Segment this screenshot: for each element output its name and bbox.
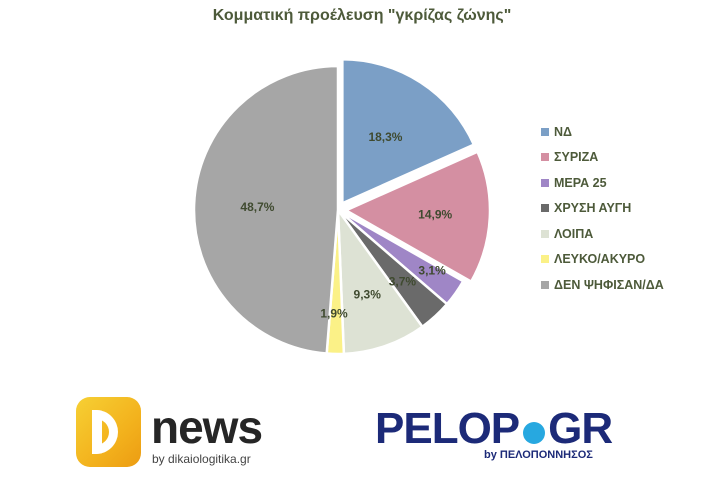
legend-item-νδ: ΝΔ: [541, 119, 664, 145]
legend-item-χρυση-αυγη: ΧΡΥΣΗ ΑΥΓΗ: [541, 196, 664, 222]
data-label-χρυση-αυγη: 3,7%: [389, 275, 417, 289]
legend-swatch: [541, 255, 549, 264]
pie-slice-δεν-ψηφισαν-δα: [192, 64, 340, 355]
legend-label: ΜΕΡΑ 25: [554, 175, 607, 190]
data-label-συριζα: 14,9%: [418, 208, 452, 222]
pie-slice-νδ: [341, 58, 476, 205]
legend-item-μερα-25: ΜΕΡΑ 25: [541, 170, 664, 196]
legend-label: ΝΔ: [554, 124, 573, 139]
legend-swatch: [541, 153, 549, 162]
legend-item-συριζα: ΣΥΡΙΖΑ: [541, 145, 664, 171]
legend-swatch: [541, 229, 549, 238]
pelop-wordmark-left: PELOP: [375, 404, 520, 453]
legend-label: ΔΕΝ ΨΗΦΙΣΑΝ/ΔΑ: [554, 277, 664, 292]
dnews-logo: news by dikaiologitika.gr: [76, 397, 276, 469]
data-label-λοιπα: 9,3%: [354, 287, 382, 301]
legend-item-λευκο-ακυρο: ΛΕΥΚΟ/ΑΚΥΡΟ: [541, 247, 664, 273]
data-label-λευκο-ακυρο: 1,9%: [320, 307, 348, 321]
dnews-d-icon: [76, 397, 141, 467]
data-label-δεν-ψηφισαν-δα: 48,7%: [240, 200, 274, 214]
dnews-byline: by dikaiologitika.gr: [152, 452, 251, 466]
legend-swatch: [541, 280, 549, 289]
pelop-wordmark-right: GR: [548, 404, 613, 453]
data-label-νδ: 18,3%: [368, 130, 402, 144]
pie-slices: [192, 58, 492, 356]
data-label-μερα-25: 3,1%: [418, 263, 446, 277]
pie-slice-συριζα: [344, 150, 492, 283]
pelop-logo: PELOP GR by ΠΕΛΟΠΟΝΝΗΣΟΣ: [375, 405, 615, 471]
chart-legend: ΝΔ ΣΥΡΙΖΑ ΜΕΡΑ 25 ΧΡΥΣΗ ΑΥΓΗ ΛΟΙΠΑ ΛΕΥΚΟ/ΑΚΥΡ…: [541, 119, 664, 298]
chart-title: Κομματική προέλευση "γκρίζας ζώνης": [212, 7, 512, 24]
legend-swatch: [541, 127, 549, 136]
legend-label: ΣΥΡΙΖΑ: [554, 150, 599, 165]
pie-slice-λοιπα: [336, 208, 424, 356]
legend-label: ΛΕΥΚΟ/ΑΚΥΡΟ: [554, 252, 646, 267]
legend-label: ΛΟΙΠΑ: [554, 226, 594, 241]
legend-swatch: [541, 178, 549, 187]
pelop-dot-icon: [523, 422, 546, 444]
legend-label: ΧΡΥΣΗ ΑΥΓΗ: [554, 201, 632, 216]
legend-swatch: [541, 204, 549, 213]
legend-item-δεν-ψηφισαν-δα: ΔΕΝ ΨΗΦΙΣΑΝ/ΔΑ: [541, 272, 664, 298]
pie-data-labels: 18,3% 14,9% 3,1%3,7% 9,3% 1,9% 48,7%: [240, 130, 452, 321]
legend-item-λοιπα: ΛΟΙΠΑ: [541, 221, 664, 247]
dnews-wordmark: news: [151, 401, 263, 453]
pelop-byline: by ΠΕΛΟΠΟΝΝΗΣΟΣ: [484, 449, 593, 461]
